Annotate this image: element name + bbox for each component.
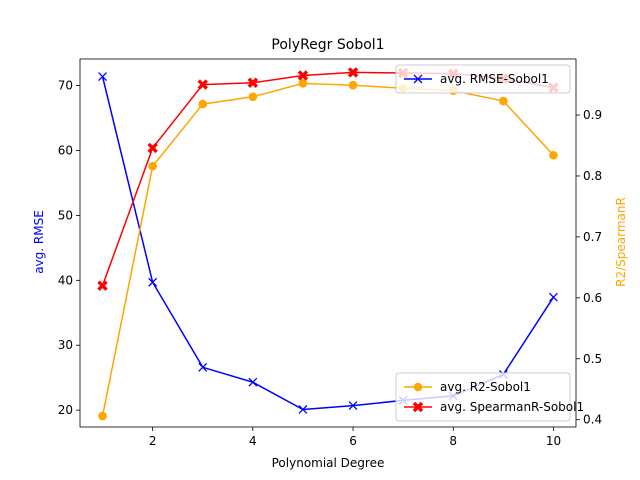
x-tick-label: 8 — [449, 434, 457, 448]
x-tick-label: 6 — [349, 434, 357, 448]
legend-marker — [413, 382, 423, 392]
legend-box — [395, 64, 571, 94]
data-point — [98, 411, 107, 421]
data-point — [97, 280, 108, 291]
y-right-tick-label: 0.5 — [583, 352, 602, 366]
data-point — [148, 161, 157, 171]
y-left-tick-label: 50 — [58, 208, 73, 222]
data-point — [297, 70, 309, 81]
data-point — [347, 67, 359, 78]
data-point — [499, 96, 508, 106]
legend-marker — [413, 74, 423, 84]
x-tick-label: 2 — [149, 434, 157, 448]
data-point — [348, 80, 358, 90]
y-axis-left-label: avg. RMSE — [32, 210, 46, 274]
data-point — [247, 77, 259, 88]
legend-marker — [412, 401, 424, 413]
y-right-tick-label: 0.6 — [583, 291, 602, 305]
data-point — [147, 142, 158, 154]
data-point — [198, 99, 208, 109]
data-point — [197, 79, 208, 90]
plot-frame — [79, 58, 577, 428]
x-axis-label: Polynomial Degree — [272, 456, 385, 470]
x-tick-label: 4 — [249, 434, 257, 448]
legend-box — [395, 372, 571, 422]
data-point — [98, 72, 108, 81]
series-line — [101, 82, 555, 417]
y-left-tick-label: 20 — [58, 403, 73, 417]
data-point — [548, 292, 558, 302]
y-axis-right-label: R2/SpearmanR — [614, 197, 628, 287]
data-point — [549, 150, 558, 160]
chart-title: PolyRegr Sobol1 — [271, 37, 384, 53]
data-point — [148, 277, 158, 287]
y-right-tick-label: 0.9 — [583, 108, 602, 122]
data-point — [298, 79, 308, 88]
data-point — [198, 362, 208, 372]
data-point — [348, 401, 358, 411]
legend-2: avg. R2-Sobol1 avg. SpearmanR-Sobol1 — [395, 372, 584, 422]
x-tick-label: 10 — [546, 434, 561, 448]
legends: avg. RMSE-Sobol1 avg. R2-Sobol1 avg. Spear… — [395, 64, 584, 422]
data-point — [248, 92, 258, 102]
y-left-tick-label: 60 — [58, 144, 73, 158]
y-right-tick-label: 0.8 — [583, 169, 602, 183]
data-point — [298, 405, 308, 414]
legend-label: avg. SpearmanR-Sobol1 — [440, 400, 584, 414]
y-left-tick-label: 30 — [58, 338, 73, 352]
plot-area: 2 4 6 8 10 20 30 40 50 60 70 0.4 0.5 0.6 0.7 0.8 0.9 — [58, 58, 602, 448]
y-right-tick-label: 0.4 — [583, 413, 602, 427]
y-right-tick-label: 0.7 — [583, 230, 602, 244]
data-point — [248, 377, 258, 387]
legend-label: avg. RMSE-Sobol1 — [440, 72, 549, 86]
legend-label: avg. R2-Sobol1 — [440, 380, 531, 394]
y-left-tick-label: 70 — [58, 79, 73, 93]
y-left-tick-label: 40 — [58, 273, 73, 287]
legend-1: avg. RMSE-Sobol1 — [395, 64, 571, 94]
